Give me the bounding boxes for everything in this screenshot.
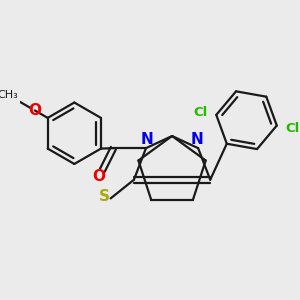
Text: O: O [28, 103, 41, 118]
Text: Cl: Cl [285, 122, 299, 135]
Text: S: S [99, 189, 110, 204]
Text: N: N [191, 132, 204, 147]
Text: CH₃: CH₃ [0, 90, 18, 100]
Text: Cl: Cl [194, 106, 208, 118]
Text: O: O [92, 169, 105, 184]
Text: N: N [140, 132, 153, 147]
